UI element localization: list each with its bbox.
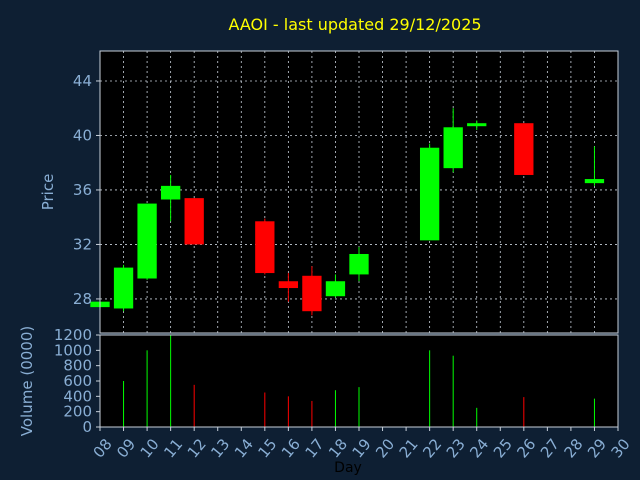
volume-tick-label: 400 (63, 387, 92, 405)
x-tick-label: 27 (537, 435, 563, 461)
candle-body (160, 185, 181, 200)
price-y-ticks: 28 32 36 40 44 (73, 72, 100, 308)
price-tick-label: 44 (73, 72, 92, 90)
x-tick-label: 17 (301, 435, 327, 461)
candle-body (325, 281, 346, 297)
x-tick-label: 08 (90, 435, 116, 461)
x-tick-label: 20 (372, 435, 398, 461)
candle-body (278, 281, 299, 289)
price-plot-frame (99, 50, 619, 334)
x-tick-label: 29 (584, 435, 610, 461)
volume-tick-label: 800 (63, 357, 92, 375)
x-tick-label: 11 (160, 435, 186, 461)
price-tick-label: 36 (73, 181, 92, 199)
volume-bars (123, 335, 595, 427)
candle-body (255, 221, 275, 274)
price-tick-label: 28 (73, 290, 92, 308)
x-tick-label: 09 (113, 435, 139, 461)
candle-body (467, 123, 487, 127)
x-tick-label: 21 (396, 435, 422, 461)
x-tick-label: 14 (231, 435, 257, 461)
candle-body (584, 179, 605, 184)
candle-body (514, 123, 534, 175)
candle-body (302, 275, 322, 312)
candle-body (137, 203, 157, 279)
x-tick-label: 19 (349, 435, 375, 461)
volume-axis-label: Volume (0000) (18, 326, 36, 436)
x-ticks: 0809101112131415161718192021222324252627… (90, 427, 634, 461)
candle-body (184, 198, 204, 245)
price-tick-label: 32 (73, 235, 92, 253)
volume-tick-label: 0 (82, 418, 92, 436)
volume-tick-label: 1000 (54, 341, 92, 359)
price-bodies (90, 123, 605, 312)
x-tick-label: 25 (490, 435, 516, 461)
x-tick-label: 12 (184, 435, 210, 461)
volume-tick-label: 600 (63, 372, 92, 390)
chart-title: AAOI - last updated 29/12/2025 (228, 15, 481, 34)
candle-body (113, 267, 134, 309)
x-tick-label: 13 (207, 435, 233, 461)
candle-body (349, 253, 369, 275)
x-tick-label: 23 (443, 435, 469, 461)
x-tick-label: 28 (560, 435, 586, 461)
x-tick-label: 15 (254, 435, 280, 461)
volume-tick-label: 1200 (54, 326, 92, 344)
x-axis-label: Day (334, 460, 362, 476)
volume-tick-label: 200 (63, 403, 92, 421)
x-tick-label: 22 (419, 435, 445, 461)
x-tick-label: 30 (608, 435, 634, 461)
x-tick-label: 10 (137, 435, 163, 461)
x-tick-label: 16 (278, 435, 304, 461)
x-tick-label: 24 (466, 435, 492, 461)
x-tick-label: 26 (513, 435, 539, 461)
candle-body (419, 147, 440, 241)
candle-body (443, 127, 463, 169)
x-tick-label: 18 (325, 435, 351, 461)
price-axis-label: Price (39, 174, 57, 211)
price-tick-label: 40 (73, 126, 92, 144)
